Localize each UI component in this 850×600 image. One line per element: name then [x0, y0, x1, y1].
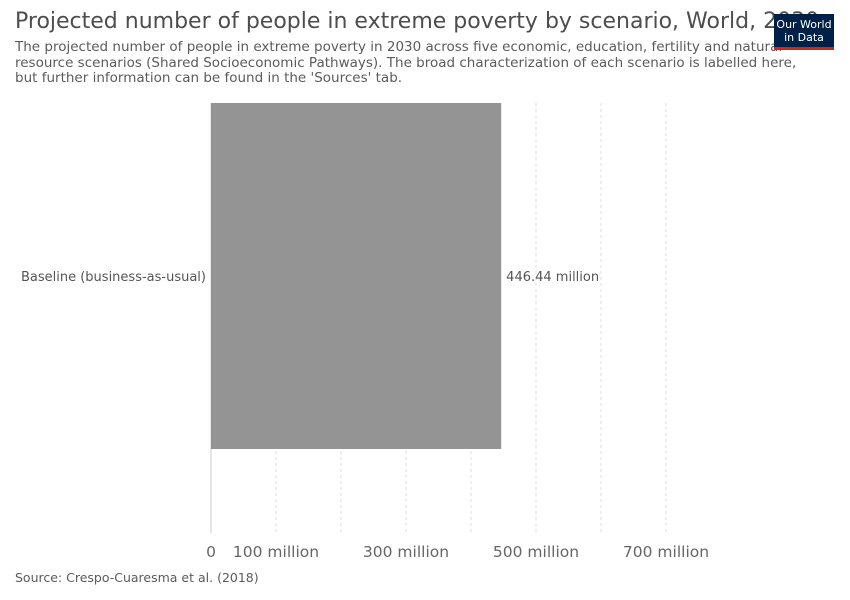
x-tick-label: 500 million	[493, 543, 579, 561]
logo-line-2: in Data	[784, 31, 824, 44]
chart-subtitle: The projected number of people in extrem…	[15, 39, 797, 86]
x-tick-label: 700 million	[623, 543, 709, 561]
source-note[interactable]: Source: Crespo-Cuaresma et al. (2018)	[15, 570, 259, 585]
category-label: Baseline (business-as-usual)	[21, 270, 206, 285]
bars: Baseline (business-as-usual) 446.44 milli…	[21, 103, 599, 449]
owid-logo[interactable]: Our World in Data	[774, 14, 834, 50]
chart-title: Projected number of people in extreme po…	[15, 9, 820, 34]
x-tick-label: 300 million	[363, 543, 449, 561]
x-tick-label: 0	[206, 543, 216, 561]
bar-0[interactable]	[211, 103, 502, 449]
x-axis: 0 100 million 300 million 500 million 700 mi…	[206, 543, 709, 561]
value-label: 446.44 million	[506, 270, 599, 285]
logo-line-1: Our World	[776, 18, 832, 31]
x-tick-label: 100 million	[233, 543, 319, 561]
